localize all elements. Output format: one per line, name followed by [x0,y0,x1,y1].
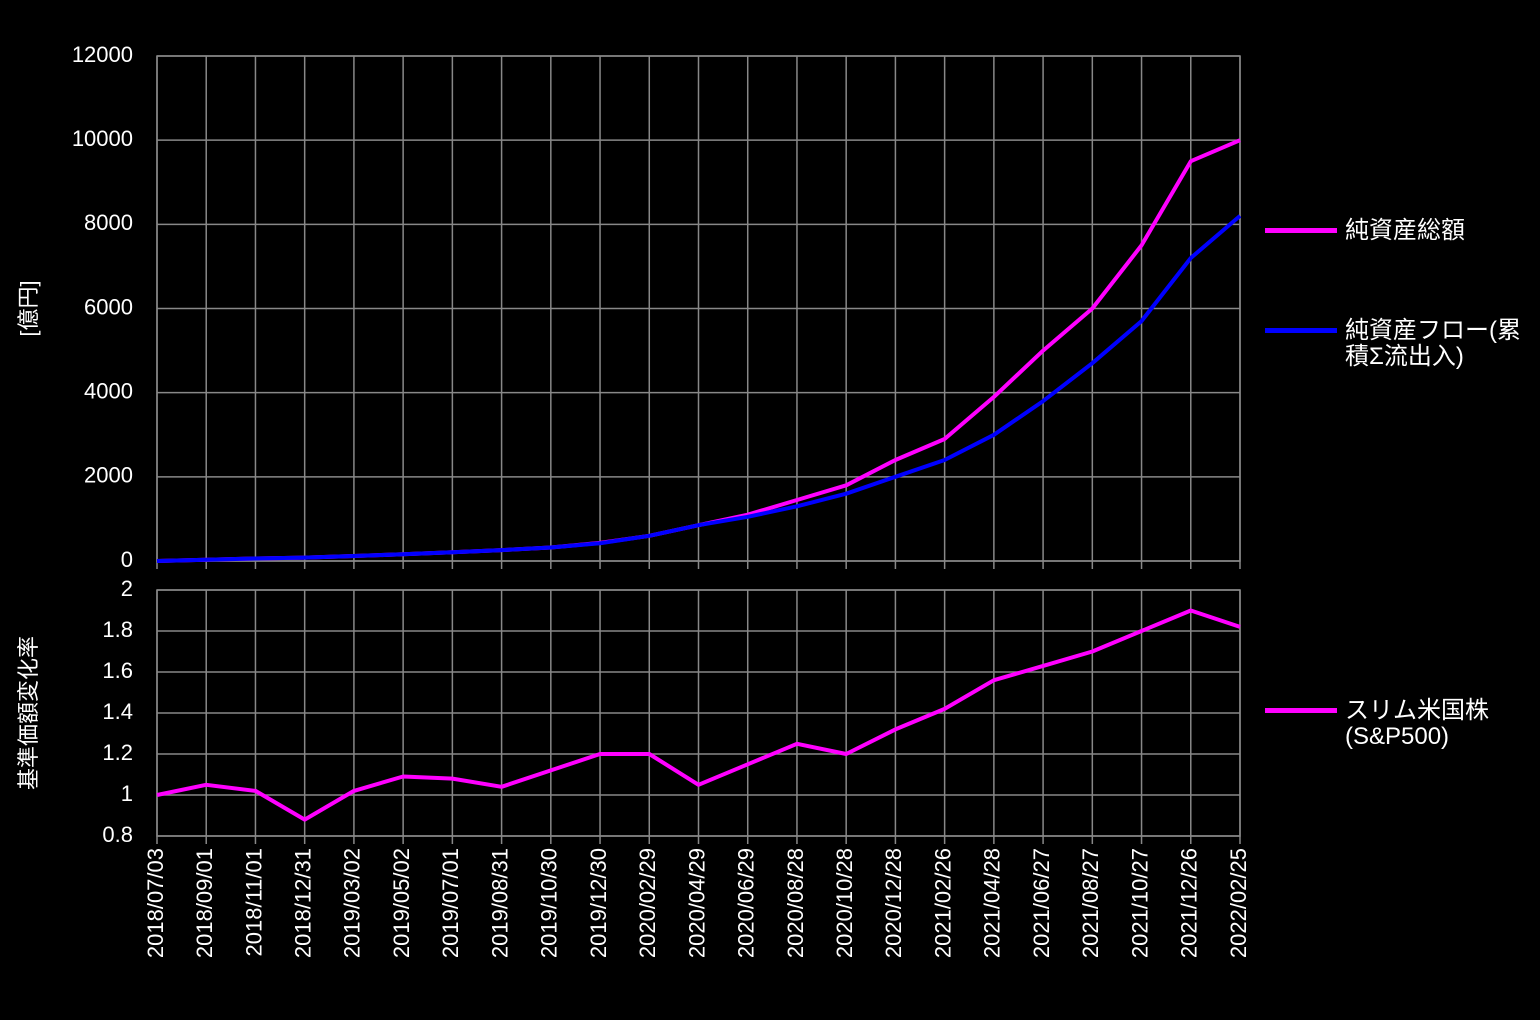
y-tick-label: 12000 [72,42,133,67]
y-tick-label: 2 [121,576,133,601]
series-line [156,214,1242,563]
legend-entry: スリム米国株(S&P500) [1265,698,1525,750]
x-tick-label: 2018/09/01 [192,848,217,958]
y-tick-label: 1.8 [102,617,133,642]
y-tick-label: 0.8 [102,822,133,847]
x-tick-label: 2021/10/27 [1127,848,1152,958]
x-tick-label: 2021/02/26 [930,848,955,958]
legend-label: 純資産総額 [1345,217,1465,244]
x-tick-label: 2021/08/27 [1078,848,1103,958]
y-tick-label: 8000 [84,210,133,235]
legend-label: スリム米国株(S&P500) [1345,697,1489,750]
x-tick-label: 2018/12/31 [290,848,315,958]
x-tick-label: 2019/05/02 [389,848,414,958]
x-tick-label: 2022/02/25 [1226,848,1251,958]
y-axis-label: 基準価額変化率 [16,636,41,790]
legend-swatch [1265,328,1337,333]
x-tick-label: 2021/04/28 [980,848,1005,958]
x-tick-label: 2019/07/01 [438,848,463,958]
x-tick-label: 2020/04/29 [684,848,709,958]
x-tick-label: 2020/12/28 [881,848,906,958]
legend-entry: 純資産総額 [1265,218,1525,244]
y-tick-label: 0 [121,547,133,572]
x-tick-label: 2018/07/03 [143,848,168,958]
legend-label: 純資産フロー(累積Σ流出入) [1345,317,1521,370]
y-tick-label: 1.4 [102,699,133,724]
legend-swatch [1265,228,1337,233]
x-tick-label: 2019/03/02 [340,848,365,958]
y-tick-label: 1 [121,781,133,806]
x-tick-label: 2019/10/30 [537,848,562,958]
x-tick-label: 2020/06/29 [734,848,759,958]
x-tick-label: 2021/06/27 [1029,848,1054,958]
y-tick-label: 4000 [84,378,133,403]
x-tick-label: 2020/10/28 [832,848,857,958]
x-tick-label: 2019/12/30 [586,848,611,958]
y-tick-label: 1.6 [102,658,133,683]
x-tick-label: 2018/11/01 [241,848,266,956]
x-tick-label: 2021/12/26 [1177,848,1202,958]
y-tick-label: 2000 [84,463,133,488]
y-tick-label: 10000 [72,126,133,151]
legend-entry: 純資産フロー(累積Σ流出入) [1265,318,1525,370]
y-tick-label: 1.2 [102,740,133,765]
legend-swatch [1265,708,1337,713]
x-tick-label: 2019/08/31 [487,848,512,958]
x-tick-label: 2020/08/28 [783,848,808,958]
x-tick-label: 2020/02/29 [635,848,660,958]
series-line [156,608,1241,822]
y-tick-label: 6000 [84,294,133,319]
y-axis-label: [億円] [16,280,41,336]
